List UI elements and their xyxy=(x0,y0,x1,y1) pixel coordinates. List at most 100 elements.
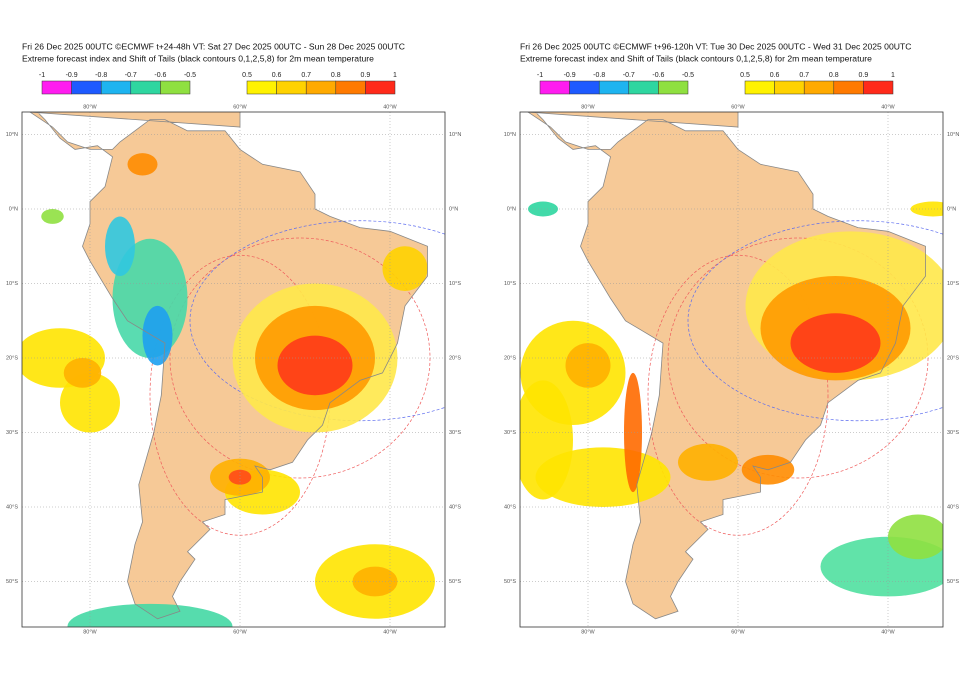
anomaly-area xyxy=(790,313,881,373)
colorbar-swatch xyxy=(160,80,191,95)
colorbar-swatch xyxy=(863,80,894,95)
map xyxy=(520,112,943,627)
colorbar-swatch xyxy=(305,80,337,95)
colorbar-tick-label: 0.7 xyxy=(301,72,311,79)
colorbar-swatch xyxy=(569,80,600,95)
latitude-label: 40°S xyxy=(449,504,461,510)
anomaly-area xyxy=(60,372,120,433)
latitude-label: 10°S xyxy=(6,281,18,287)
colorbar-tick-label: 0.7 xyxy=(799,72,809,79)
colorbar-swatch xyxy=(539,80,570,95)
latitude-label: 40°S xyxy=(947,504,959,510)
coastline xyxy=(29,112,428,620)
latitude-label: 10°S xyxy=(947,281,959,287)
longitude-label: 40°W xyxy=(383,104,397,110)
colorbar-tick-label: -1 xyxy=(39,72,45,79)
latitude-label: 20°S xyxy=(6,355,18,361)
latitude-label: 50°S xyxy=(6,579,18,585)
colorbar-swatch xyxy=(335,80,366,95)
colorbar-swatch xyxy=(598,80,630,95)
colorbar-tick-label: 0.9 xyxy=(859,72,869,79)
anomaly-area xyxy=(565,343,611,388)
longitude-label: 40°W xyxy=(881,629,895,635)
anomaly-area xyxy=(352,566,398,597)
latitude-label: 40°S xyxy=(504,504,516,510)
colorbar-tick-label: -0.9 xyxy=(66,72,78,79)
longitude-label: 80°W xyxy=(83,104,97,110)
latitude-label: 40°S xyxy=(6,504,18,510)
panel: Fri 26 Dec 2025 00UTC ©ECMWF t+96-120h V… xyxy=(504,41,960,635)
latitude-label: 0°N xyxy=(9,206,18,212)
latitude-label: 30°S xyxy=(449,430,461,436)
longitude-label: 60°W xyxy=(731,629,745,635)
latitude-label: 20°S xyxy=(947,355,959,361)
colorbar-tick-label: -0.8 xyxy=(593,72,605,79)
latitude-label: 0°N xyxy=(947,206,956,212)
anomaly-area xyxy=(678,443,738,481)
colorbar-swatch xyxy=(41,80,72,95)
colorbar-swatch xyxy=(658,80,689,95)
colorbar-tick-label: -0.9 xyxy=(564,72,576,79)
colorbar-tick-label: 0.8 xyxy=(829,72,839,79)
colorbar-swatch xyxy=(246,80,277,95)
colorbar-swatch xyxy=(803,80,835,95)
latitude-label: 10°N xyxy=(449,132,461,138)
longitude-label: 80°W xyxy=(581,104,595,110)
anomaly-area xyxy=(910,201,943,217)
longitude-label: 80°W xyxy=(581,629,595,635)
colorbar-tick-label: 0.9 xyxy=(361,72,371,79)
longitude-label: 80°W xyxy=(83,629,97,635)
colorbar-swatch xyxy=(774,80,805,95)
anomaly-area xyxy=(277,335,353,396)
latitude-label: 10°N xyxy=(947,132,959,138)
anomaly-area xyxy=(528,201,558,217)
colorbar-swatch xyxy=(365,80,396,95)
latitude-label: 10°S xyxy=(504,281,516,287)
colorbar-tick-label: -0.6 xyxy=(652,72,664,79)
colorbar-tick-label: 0.5 xyxy=(242,72,252,79)
colorbar-swatch xyxy=(100,80,132,95)
map-subtitle: Extreme forecast index and Shift of Tail… xyxy=(22,53,374,63)
latitude-label: 20°S xyxy=(449,355,461,361)
longitude-label: 60°W xyxy=(731,104,745,110)
anomaly-area xyxy=(382,246,428,291)
contour-line xyxy=(189,220,445,422)
colorbar-tick-label: -1 xyxy=(537,72,543,79)
colorbar-swatch xyxy=(130,80,161,95)
latitude-label: 50°S xyxy=(504,579,516,585)
anomaly-area xyxy=(127,153,158,176)
latitude-label: 30°S xyxy=(947,430,959,436)
colorbar-swatch xyxy=(833,80,864,95)
contour-line xyxy=(687,220,943,422)
map-title: Fri 26 Dec 2025 00UTC ©ECMWF t+96-120h V… xyxy=(520,41,911,51)
colorbar-swatch xyxy=(744,80,775,95)
colorbar-tick-label: -0.5 xyxy=(682,72,694,79)
anomaly-area xyxy=(228,469,252,485)
coastline xyxy=(527,112,926,620)
map-title: Fri 26 Dec 2025 00UTC ©ECMWF t+24-48h VT… xyxy=(22,41,405,51)
anomaly-area xyxy=(888,514,943,560)
latitude-label: 10°N xyxy=(504,132,516,138)
map-frame xyxy=(21,111,446,628)
colorbar-tick-label: -0.5 xyxy=(184,72,196,79)
longitude-label: 40°W xyxy=(881,104,895,110)
latitude-label: 0°N xyxy=(449,206,458,212)
anomaly-area xyxy=(63,358,102,388)
latitude-label: 10°N xyxy=(6,132,18,138)
anomaly-area xyxy=(67,603,233,627)
latitude-label: 0°N xyxy=(507,206,516,212)
map-frame xyxy=(519,111,944,628)
latitude-label: 30°S xyxy=(504,430,516,436)
colorbar-tick-label: -0.8 xyxy=(95,72,107,79)
colorbar-swatch xyxy=(276,80,307,95)
anomaly-area xyxy=(41,209,64,224)
colorbar-swatch xyxy=(71,80,102,95)
anomaly-area xyxy=(624,372,642,493)
colorbar-tick-label: 0.5 xyxy=(740,72,750,79)
latitude-label: 20°S xyxy=(504,355,516,361)
longitude-label: 60°W xyxy=(233,104,247,110)
panel: Fri 26 Dec 2025 00UTC ©ECMWF t+24-48h VT… xyxy=(6,41,462,635)
colorbar-swatch xyxy=(628,80,659,95)
latitude-label: 10°S xyxy=(449,281,461,287)
